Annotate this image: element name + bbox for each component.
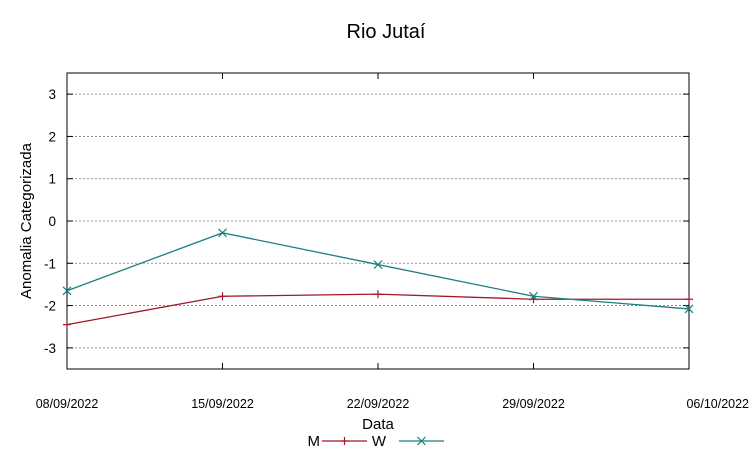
chart-title: Rio Jutaí [347,21,426,43]
grid-lines [67,93,689,349]
data-point-m [63,320,71,329]
legend-marker-w [417,436,426,446]
x-axis-label: Data [362,416,394,433]
data-point-m [374,290,382,299]
data-point-w [684,304,694,314]
y-axis-label: Anomalia Categorizada [18,142,35,299]
y-tick-label: -2 [44,299,56,314]
data-point-m [218,292,227,301]
x-tick-label: 22/09/2022 [347,397,410,411]
legend-label-m: M [308,433,321,450]
series-layer [62,228,694,329]
y-tick-label: -1 [44,256,56,271]
y-tick-label: 3 [48,87,56,102]
series-line-m [66,293,689,326]
y-tick-label: 0 [48,214,56,229]
data-point-w [218,228,227,238]
legend-label-w: W [372,433,387,450]
x-tick-label: 15/09/2022 [191,397,254,411]
data-point-w [62,286,72,296]
x-tick-label: 08/09/2022 [36,397,99,411]
y-axis-ticks: 3 2 1 0 -1 -2 -3 [44,87,689,356]
x-tick-label: 29/09/2022 [502,397,565,411]
y-tick-label: 2 [48,129,56,144]
data-point-w [373,260,383,269]
x-tick-label: 06/10/2022 [686,397,749,411]
legend-marker-m [340,437,349,445]
x-axis-ticks: 08/09/2022 15/09/2022 22/09/2022 29/09/2022… [36,73,749,411]
data-point-w [529,291,538,301]
y-tick-label: 1 [48,172,56,187]
data-point-m [685,295,693,304]
y-tick-label: -3 [44,341,56,356]
